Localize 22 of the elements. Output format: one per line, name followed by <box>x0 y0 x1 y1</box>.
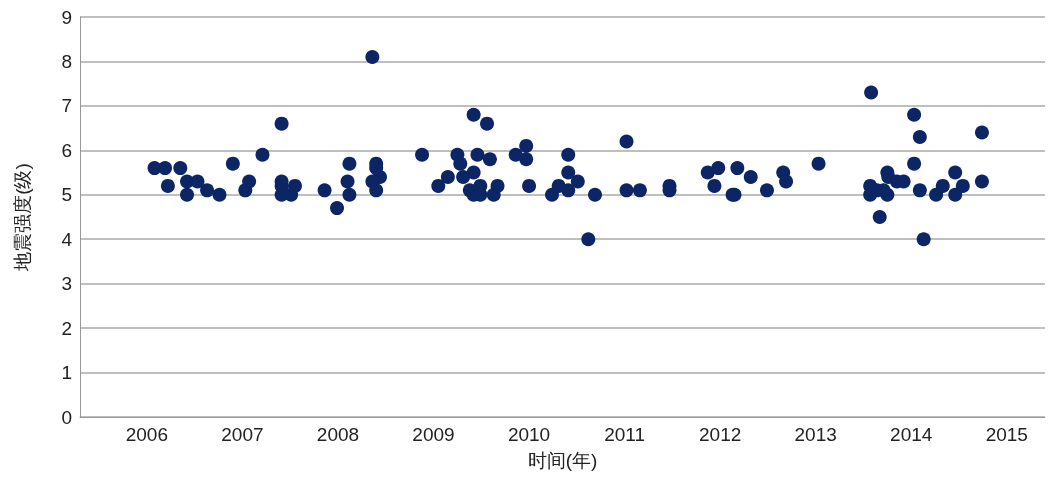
x-tick-label: 2010 <box>507 424 551 445</box>
y-tick-label: 0 <box>61 406 72 428</box>
x-tick-label: 2013 <box>794 424 837 445</box>
x-axis-title: 时间(年) <box>527 450 598 471</box>
x-tick-label: 2007 <box>221 424 264 445</box>
x-tick-label: 2012 <box>699 424 742 445</box>
x-tick-label: 2009 <box>412 424 455 445</box>
x-tick-label: 2015 <box>985 424 1028 445</box>
x-tick-label: 2011 <box>604 424 646 445</box>
y-tick-label: 8 <box>61 50 72 72</box>
y-tick-label: 5 <box>61 184 72 206</box>
y-tick-label: 1 <box>61 362 72 384</box>
x-tick-label: 2008 <box>316 424 360 445</box>
y-axis-title: 地震强度(级) <box>12 163 33 272</box>
y-tick-label: 7 <box>61 95 72 117</box>
y-tick-label: 6 <box>61 139 72 161</box>
y-tick-label: 3 <box>61 273 72 295</box>
x-tick-label: 2006 <box>125 424 169 445</box>
y-tick-label: 4 <box>61 228 73 250</box>
y-tick-label: 2 <box>61 317 72 339</box>
x-tick-label: 2014 <box>890 424 933 445</box>
y-tick-label: 9 <box>61 6 72 28</box>
